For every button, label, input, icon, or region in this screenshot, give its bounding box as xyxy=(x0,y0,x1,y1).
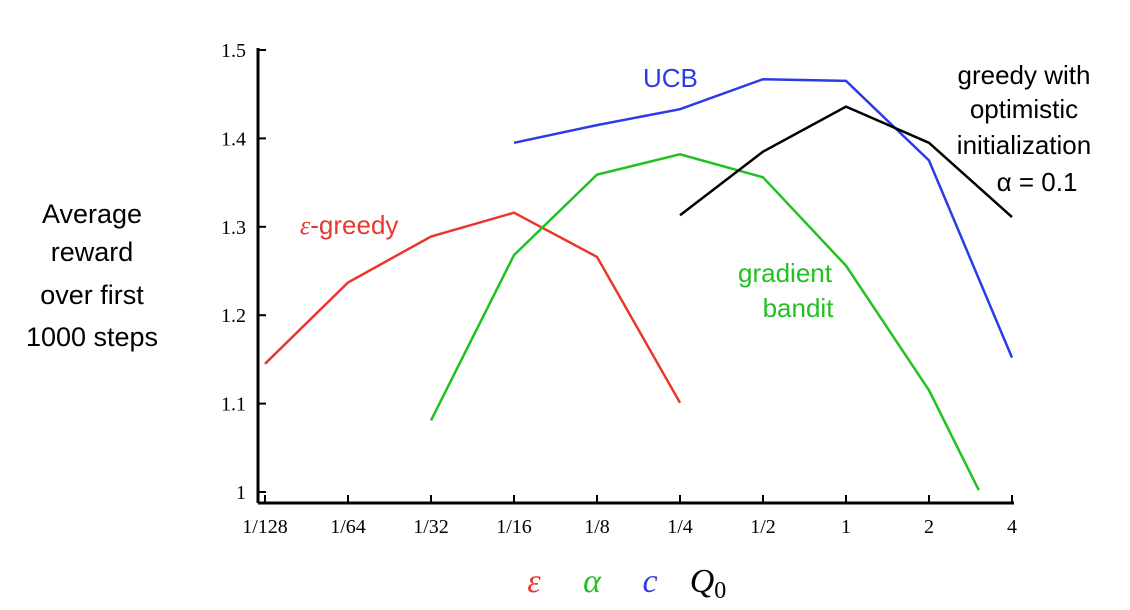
legend-symbol-q0: Q0 xyxy=(690,563,727,604)
parameter-legend: ε α c Q0 xyxy=(527,563,726,604)
legend-symbol-subscript: 0 xyxy=(714,578,726,604)
y-tick-label: 1.4 xyxy=(221,128,246,150)
x-tick-label: 1/32 xyxy=(413,516,449,538)
y-tick-label: 1 xyxy=(236,482,246,504)
series-label-line: α = 0.1 xyxy=(997,167,1078,197)
legend-symbol-epsilon: ε xyxy=(527,563,541,600)
series-label-epsilon-greedy: ε-greedy xyxy=(300,210,398,240)
series-line-epsilon-greedy xyxy=(264,211,682,404)
y-axis-title-line: over first xyxy=(40,280,144,310)
series-label-line: initialization xyxy=(957,130,1091,160)
y-ticks: 1 1.1 1.2 1.3 1.4 1.5 xyxy=(221,40,266,504)
y-tick-label: 1.1 xyxy=(221,394,246,416)
series-label-ucb: UCB xyxy=(643,63,698,93)
series-lines xyxy=(264,77,1014,491)
series-label-line: gradient xyxy=(738,258,833,288)
series-label-text: -greedy xyxy=(310,210,398,240)
series-label-gradient-bandit: gradient bandit xyxy=(738,258,834,323)
legend-symbol-q: Q xyxy=(690,563,715,600)
y-tick-label: 1.3 xyxy=(221,217,246,239)
legend-symbol-alpha: α xyxy=(583,563,602,600)
series-label-line: greedy with xyxy=(958,60,1091,90)
series-line-ucb xyxy=(513,77,1014,359)
x-tick-label: 1/8 xyxy=(584,516,610,538)
series-line-gradient-bandit xyxy=(429,153,980,491)
epsilon-symbol: ε xyxy=(300,211,311,240)
x-tick-label: 1 xyxy=(841,516,851,538)
series-label-greedy-optimistic: greedy with optimistic initialization α … xyxy=(957,60,1091,197)
x-tick-label: 1/4 xyxy=(667,516,693,538)
legend-symbol-c: c xyxy=(642,563,657,600)
svg-text:ε-greedy: ε-greedy xyxy=(300,210,398,240)
x-ticks: 1/128 1/64 1/32 1/16 1/8 1/4 1/2 1 2 4 xyxy=(242,495,1017,538)
y-tick-label: 1.5 xyxy=(221,40,246,62)
x-tick-label: 2 xyxy=(924,516,934,538)
series-label-line: bandit xyxy=(763,293,835,323)
series-label-line: optimistic xyxy=(970,94,1078,124)
y-axis-title-line: reward xyxy=(51,237,134,267)
x-tick-label: 1/128 xyxy=(242,516,288,538)
y-axis-title-line: 1000 steps xyxy=(26,322,158,352)
y-axis-title-line: Average xyxy=(42,199,142,229)
series-line-greedy-optimistic xyxy=(679,105,1013,219)
x-tick-label: 1/16 xyxy=(496,516,532,538)
x-tick-label: 1/64 xyxy=(330,516,366,538)
x-tick-label: 1/2 xyxy=(750,516,776,538)
x-tick-label: 4 xyxy=(1007,516,1017,538)
y-tick-label: 1.2 xyxy=(221,305,246,327)
y-axis-title: Average reward over first 1000 steps xyxy=(26,199,158,352)
